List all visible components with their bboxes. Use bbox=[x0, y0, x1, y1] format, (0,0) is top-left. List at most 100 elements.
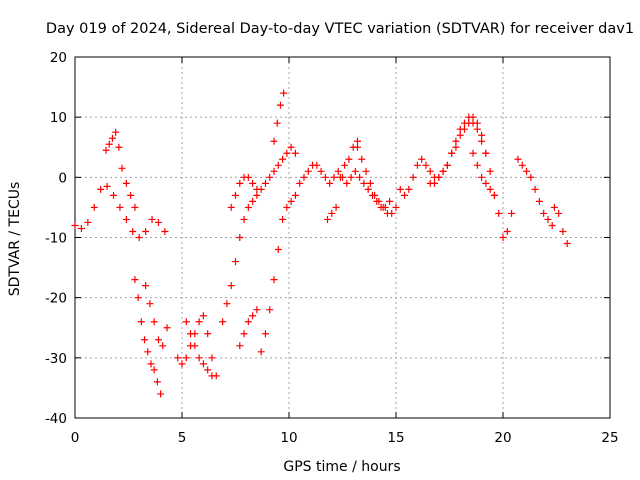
data-point bbox=[356, 173, 364, 181]
data-point bbox=[105, 140, 113, 148]
data-point bbox=[283, 149, 291, 157]
data-point bbox=[240, 215, 248, 223]
series-trace-2 bbox=[102, 128, 139, 211]
data-point bbox=[353, 137, 361, 145]
data-point bbox=[182, 318, 190, 326]
data-point bbox=[334, 167, 342, 175]
series-trace-1 bbox=[71, 182, 169, 241]
y-axis-ticks: -40 -30 -20 -10 0 10 20 bbox=[45, 50, 610, 427]
data-point bbox=[405, 185, 413, 193]
data-point bbox=[431, 179, 439, 187]
data-point bbox=[473, 125, 481, 133]
data-point bbox=[147, 360, 155, 368]
data-point bbox=[291, 149, 299, 157]
series-trace-14 bbox=[353, 143, 400, 217]
data-point bbox=[187, 330, 195, 338]
data-point bbox=[465, 119, 473, 127]
data-point bbox=[324, 215, 332, 223]
data-point bbox=[478, 173, 486, 181]
data-point bbox=[460, 125, 468, 133]
data-point bbox=[544, 215, 552, 223]
series-trace-9 bbox=[236, 306, 261, 350]
data-point bbox=[347, 173, 355, 181]
data-point bbox=[388, 209, 396, 217]
data-point bbox=[227, 282, 235, 290]
data-point bbox=[332, 203, 340, 211]
data-point bbox=[514, 155, 522, 163]
data-point bbox=[375, 197, 383, 205]
data-point bbox=[527, 173, 535, 181]
data-point bbox=[328, 209, 336, 217]
data-point bbox=[118, 164, 126, 172]
series-trace-10 bbox=[257, 215, 287, 356]
y-tick-label: -40 bbox=[45, 411, 67, 427]
data-point bbox=[219, 318, 227, 326]
data-point bbox=[191, 342, 199, 350]
data-point bbox=[276, 101, 284, 109]
data-point bbox=[279, 215, 287, 223]
data-point bbox=[401, 191, 409, 199]
data-point bbox=[253, 191, 261, 199]
data-point bbox=[313, 161, 321, 169]
data-point bbox=[531, 185, 539, 193]
data-point bbox=[469, 113, 477, 121]
data-point bbox=[153, 378, 161, 386]
series-trace-16 bbox=[426, 113, 490, 187]
data-points bbox=[71, 89, 571, 398]
data-point bbox=[535, 197, 543, 205]
data-point bbox=[154, 336, 162, 344]
data-point bbox=[518, 161, 526, 169]
data-point bbox=[473, 161, 481, 169]
data-point bbox=[178, 360, 186, 368]
data-point bbox=[204, 330, 212, 338]
data-point bbox=[141, 336, 149, 344]
data-point bbox=[503, 227, 511, 235]
data-point bbox=[236, 342, 244, 350]
series-trace-19 bbox=[514, 155, 556, 229]
data-point bbox=[304, 167, 312, 175]
data-point bbox=[150, 366, 158, 374]
data-point bbox=[418, 155, 426, 163]
x-tick-label: 15 bbox=[387, 430, 404, 446]
data-point bbox=[291, 191, 299, 199]
data-point bbox=[236, 179, 244, 187]
data-point bbox=[473, 119, 481, 127]
data-point bbox=[422, 161, 430, 169]
data-point bbox=[244, 173, 252, 181]
y-tick-label: 10 bbox=[50, 110, 67, 126]
series-trace-8 bbox=[227, 173, 261, 211]
data-point bbox=[199, 360, 207, 368]
data-point bbox=[287, 143, 295, 151]
data-point bbox=[548, 221, 556, 229]
chart-title: Day 019 of 2024, Sidereal Day-to-day VTE… bbox=[46, 21, 634, 37]
data-point bbox=[161, 227, 169, 235]
data-point bbox=[341, 161, 349, 169]
data-point bbox=[456, 131, 464, 139]
data-point bbox=[559, 227, 567, 235]
data-point bbox=[330, 173, 338, 181]
data-point bbox=[129, 227, 137, 235]
data-point bbox=[116, 203, 124, 211]
data-point bbox=[296, 179, 304, 187]
data-point bbox=[358, 155, 366, 163]
x-tick-label: 20 bbox=[494, 430, 511, 446]
data-point bbox=[426, 167, 434, 175]
x-axis-ticks: 0 5 10 15 20 25 bbox=[71, 57, 619, 446]
data-point bbox=[555, 209, 563, 217]
data-point bbox=[386, 197, 394, 205]
data-point bbox=[253, 306, 261, 314]
series-trace-20 bbox=[550, 203, 571, 248]
data-point bbox=[435, 173, 443, 181]
data-point bbox=[371, 191, 379, 199]
series-trace-17 bbox=[469, 149, 498, 199]
y-tick-label: 20 bbox=[50, 50, 67, 66]
data-point bbox=[232, 191, 239, 199]
data-point bbox=[142, 282, 150, 290]
data-point bbox=[148, 215, 156, 223]
data-point bbox=[270, 137, 278, 145]
data-point bbox=[102, 146, 110, 154]
data-point bbox=[127, 191, 135, 199]
data-point bbox=[195, 354, 203, 362]
